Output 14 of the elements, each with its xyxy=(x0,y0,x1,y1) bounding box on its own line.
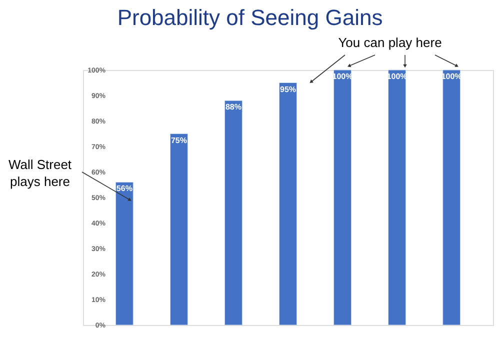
bar xyxy=(224,100,242,326)
bar xyxy=(170,134,188,326)
data-label: 75% xyxy=(170,136,187,145)
data-label: 95% xyxy=(280,84,296,94)
bar xyxy=(442,70,461,326)
chart-title: Probability of Seeing Gains xyxy=(117,5,383,30)
data-label: 56% xyxy=(116,184,132,194)
data-label: 88% xyxy=(225,102,242,112)
bar xyxy=(279,82,297,326)
text: You can play here xyxy=(338,35,442,50)
bar xyxy=(115,182,134,326)
bar xyxy=(334,70,352,326)
text: Wall Street plays here xyxy=(8,157,72,189)
bar xyxy=(388,70,406,326)
